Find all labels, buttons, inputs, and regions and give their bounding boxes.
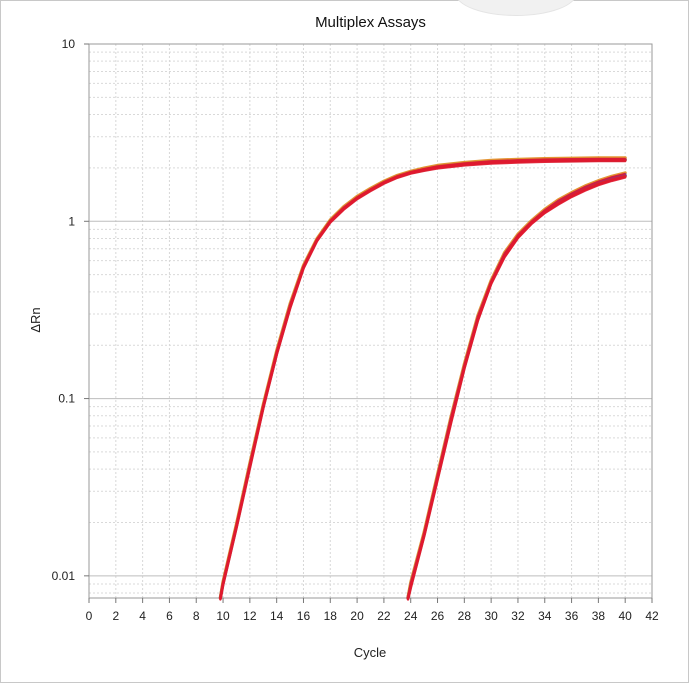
- x-tick-label: 34: [538, 609, 552, 623]
- x-tick-label: 32: [511, 609, 525, 623]
- plot-border: [88, 43, 653, 599]
- x-tick-label: 24: [404, 609, 418, 623]
- x-tick-label: 26: [431, 609, 445, 623]
- x-tick-label: 4: [139, 609, 146, 623]
- amplification-curve: [407, 172, 626, 599]
- x-tick-label: 10: [216, 609, 230, 623]
- grid-lines: [88, 43, 653, 599]
- x-tick-label: 8: [193, 609, 200, 623]
- x-tick-label: 2: [112, 609, 119, 623]
- x-tick-label: 42: [645, 609, 659, 623]
- x-tick-label: 40: [619, 609, 633, 623]
- x-tick-label: 0: [86, 609, 93, 623]
- x-tick-label: 22: [377, 609, 391, 623]
- x-tick-label: 28: [458, 609, 472, 623]
- y-tick-label: 10: [62, 37, 76, 51]
- y-axis-label: ΔRn: [28, 307, 43, 332]
- chart-title: Multiplex Assays: [315, 14, 426, 31]
- x-tick-label: 30: [484, 609, 498, 623]
- amplification-curve: [219, 159, 626, 600]
- x-tick-label: 6: [166, 609, 173, 623]
- x-tick-label: 16: [297, 609, 311, 623]
- x-tick-label: 18: [324, 609, 338, 623]
- x-axis-label: Cycle: [354, 645, 387, 660]
- x-tick-label: 38: [592, 609, 606, 623]
- series-lines: [218, 156, 627, 601]
- y-tick-label: 0.1: [58, 392, 75, 406]
- x-tick-label: 14: [270, 609, 284, 623]
- y-tick-label: 0.01: [52, 569, 76, 583]
- y-tick-label: 1: [68, 214, 75, 228]
- x-tick-label: 36: [565, 609, 579, 623]
- plot-area: [89, 44, 652, 598]
- x-tick-label: 20: [350, 609, 364, 623]
- axis-ticks: 0 2 4 6 8 10 12 14 16 18 20 22 24 26 28 30 32 34 36 38 40 421…: [52, 37, 659, 623]
- x-tick-label: 12: [243, 609, 257, 623]
- amplification-curve: [407, 176, 626, 600]
